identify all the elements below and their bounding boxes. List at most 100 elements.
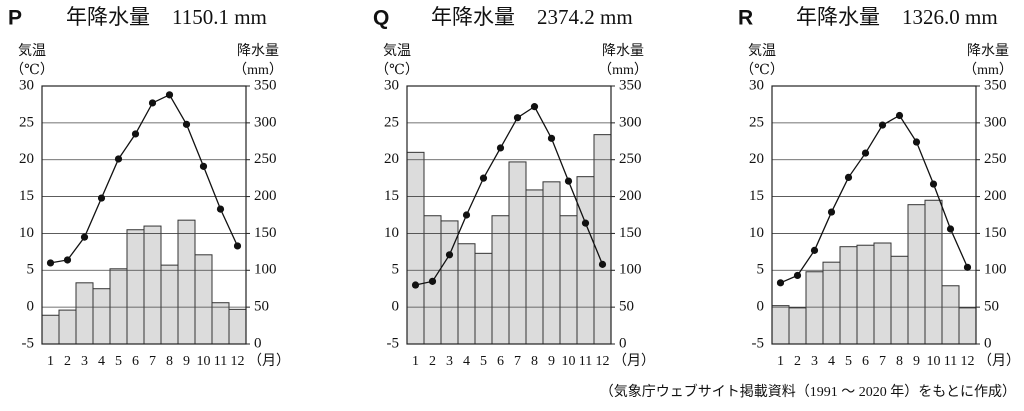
- bar: [126, 229, 145, 345]
- bar: [406, 151, 425, 345]
- x-axis-unit: （月）: [248, 353, 290, 369]
- chart-title: 年降水量: [431, 5, 515, 29]
- bar: [160, 264, 179, 345]
- temperature-point: [547, 134, 556, 142]
- y2-tick-label: 350: [984, 77, 1007, 93]
- y-axis-label: 気温: [18, 43, 46, 59]
- y-axis-label: 気温: [383, 43, 411, 59]
- y-tick-label: 30: [19, 77, 34, 93]
- x-tick-label: 8: [531, 354, 538, 369]
- chart-title: 年降水量: [796, 5, 880, 29]
- x-tick-label: 3: [446, 354, 453, 369]
- temperature-point: [827, 208, 836, 216]
- y-tick-label: -5: [387, 335, 400, 351]
- bar: [771, 305, 790, 345]
- bar: [941, 285, 960, 345]
- x-tick-label: 1: [412, 354, 419, 369]
- y2-tick-label: 200: [984, 188, 1007, 204]
- y2-axis-unit: （mm）: [233, 62, 283, 78]
- chart-label: R: [738, 7, 753, 30]
- temperature-point: [63, 256, 72, 264]
- bar: [491, 215, 510, 345]
- x-tick-label: 2: [429, 354, 436, 369]
- x-tick-label: 2: [64, 354, 71, 369]
- x-tick-label: 11: [214, 354, 227, 369]
- annual-total: 1326.0 mm: [902, 5, 998, 29]
- y2-axis-unit: （mm）: [598, 62, 648, 78]
- annual-total: 1150.1 mm: [172, 5, 267, 29]
- y2-tick-label: 150: [984, 225, 1007, 241]
- y-tick-label: 5: [392, 262, 400, 278]
- bar: [559, 215, 578, 345]
- x-tick-label: 9: [913, 354, 920, 369]
- temperature-point: [912, 138, 921, 146]
- y2-tick-label: 300: [619, 114, 642, 130]
- y-tick-label: 25: [384, 114, 399, 130]
- x-tick-label: 6: [132, 354, 139, 369]
- x-tick-label: 9: [548, 354, 555, 369]
- y-tick-label: 30: [384, 77, 399, 93]
- temperature-point: [233, 242, 242, 250]
- bar: [839, 246, 858, 345]
- bar: [211, 302, 230, 345]
- temperature-point: [598, 260, 607, 268]
- bar: [41, 314, 60, 345]
- y2-tick-label: 350: [254, 77, 277, 93]
- y-tick-label: 20: [19, 151, 34, 167]
- y-axis-label: 気温: [748, 43, 776, 59]
- y2-tick-label: 200: [619, 188, 642, 204]
- bar: [143, 225, 162, 345]
- temperature-point: [895, 111, 904, 120]
- y-tick-label: 25: [19, 114, 34, 130]
- x-tick-label: 4: [828, 354, 835, 369]
- y2-axis-label: 降水量: [602, 43, 644, 59]
- bar: [907, 204, 926, 345]
- x-tick-label: 6: [497, 354, 504, 369]
- y2-tick-label: 150: [254, 225, 277, 241]
- chart-label: Q: [373, 7, 389, 30]
- y2-tick-label: 250: [619, 151, 642, 167]
- y2-tick-label: 100: [254, 262, 277, 278]
- temperature-point: [929, 180, 938, 188]
- y2-tick-label: 50: [619, 299, 634, 315]
- y-tick-label: 10: [749, 225, 764, 241]
- temperature-point: [530, 103, 539, 111]
- x-tick-label: 7: [514, 354, 521, 369]
- temperature-point: [182, 120, 191, 128]
- temperature-point: [462, 211, 471, 219]
- temperature-point: [513, 114, 522, 122]
- x-tick-label: 5: [115, 354, 122, 369]
- x-tick-label: 5: [845, 354, 852, 369]
- x-tick-label: 12: [596, 354, 610, 369]
- temperature-point: [411, 281, 420, 289]
- x-tick-label: 1: [47, 354, 54, 369]
- bar: [75, 282, 94, 345]
- bar: [58, 309, 77, 345]
- y-tick-label: 0: [27, 299, 35, 315]
- y-axis-unit: （℃）: [10, 62, 54, 78]
- y2-tick-label: 100: [984, 262, 1007, 278]
- y2-tick-label: 0: [984, 335, 992, 351]
- plot-frame: [41, 85, 247, 345]
- chart-label: P: [8, 7, 22, 30]
- bar: [228, 308, 247, 345]
- y2-tick-label: 250: [984, 151, 1007, 167]
- plot-frame: [406, 85, 612, 345]
- y-tick-label: -5: [22, 335, 35, 351]
- y2-tick-label: 250: [254, 151, 277, 167]
- x-tick-label: 9: [183, 354, 190, 369]
- x-tick-label: 11: [944, 354, 957, 369]
- bar: [856, 244, 875, 345]
- bar: [109, 268, 128, 345]
- temperature-line: [415, 105, 604, 286]
- bar: [508, 161, 527, 345]
- x-axis-unit: （月）: [613, 353, 655, 369]
- y2-axis-label: 降水量: [967, 43, 1009, 59]
- bar: [958, 307, 977, 345]
- y-tick-label: 20: [384, 151, 399, 167]
- bar: [593, 134, 612, 345]
- temperature-point: [861, 149, 870, 157]
- bar: [542, 181, 561, 345]
- x-tick-label: 12: [231, 354, 245, 369]
- temperature-point: [46, 259, 55, 267]
